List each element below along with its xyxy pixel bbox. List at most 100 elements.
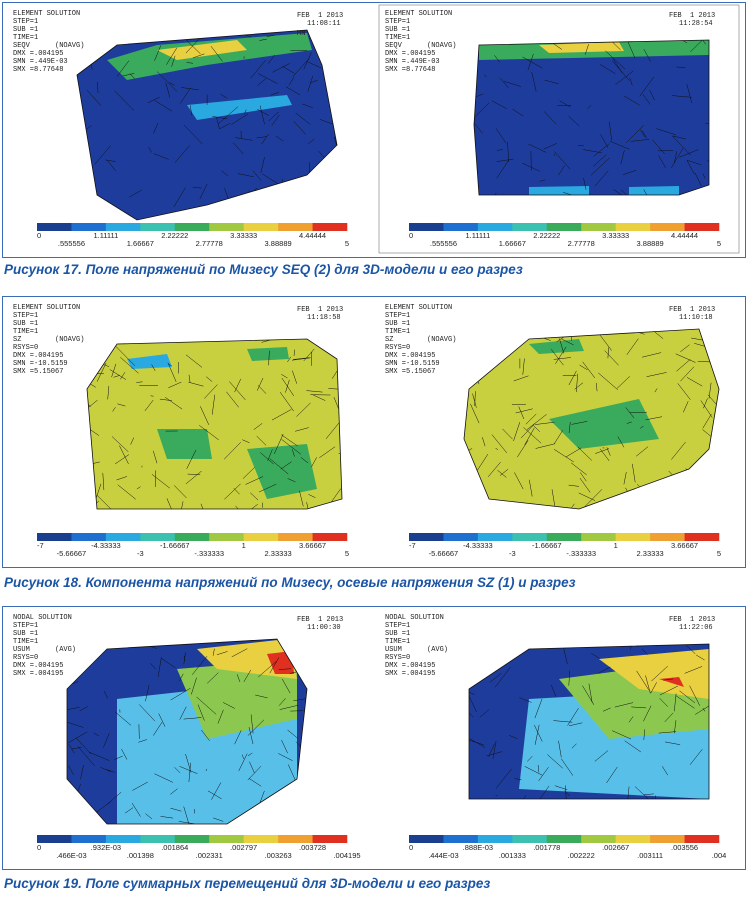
mesh xyxy=(474,40,709,195)
colorbar-cell xyxy=(650,533,685,541)
header-line: SMN =-10.5159 xyxy=(385,360,440,368)
contour-patch xyxy=(177,659,297,739)
header-line: DMX =.004195 xyxy=(385,50,435,58)
colorbar-cell xyxy=(477,835,513,843)
contour-patch xyxy=(659,677,684,687)
colorbar-cell xyxy=(243,533,279,541)
colorbar-label: .555556 xyxy=(430,239,457,248)
colorbar-label: .002797 xyxy=(230,843,257,852)
colorbar-label: 1.66667 xyxy=(499,239,526,248)
colorbar-cell xyxy=(209,835,244,843)
header-line: SEQV (NOAVG) xyxy=(385,42,456,50)
header-line: ELEMENT SOLUTION xyxy=(13,304,80,312)
model-outline xyxy=(468,643,710,800)
colorbar-label: 2.33333 xyxy=(637,549,664,558)
header-line: STEP=1 xyxy=(13,622,38,630)
header-line: TIME=1 xyxy=(385,328,410,336)
colorbar-cell xyxy=(71,533,107,541)
colorbar-label: .888E-03 xyxy=(463,843,493,852)
header-line: RSYS=0 xyxy=(13,654,38,662)
header-line: TIME=1 xyxy=(385,638,410,646)
figure-frame: ELEMENT SOLUTION STEP=1 SUB =1 TIME=1 SZ (NO… xyxy=(2,296,746,568)
colorbar-cell xyxy=(477,223,513,231)
colorbar-label: 5 xyxy=(345,549,349,558)
contour-patch xyxy=(549,399,659,449)
colorbar-label: 0 xyxy=(37,843,41,852)
colorbar-cell xyxy=(71,835,107,843)
header-line: SMX =5.15067 xyxy=(13,368,63,376)
colorbar-cell xyxy=(581,223,616,231)
colorbar-cell xyxy=(684,223,720,231)
header-line: ELEMENT SOLUTION xyxy=(385,304,452,312)
colorbar-cell xyxy=(312,533,348,541)
header-line: DMX =.004195 xyxy=(385,352,435,360)
contour-patch xyxy=(247,347,289,361)
header-line: SMX =5.15067 xyxy=(385,368,435,376)
header-line: STEP=1 xyxy=(385,18,410,26)
colorbar-label: -4.33333 xyxy=(91,541,121,550)
colorbar-label: 5 xyxy=(717,549,721,558)
date: FEB 1 2013 xyxy=(669,306,715,314)
time: 11:28:54 xyxy=(679,20,713,28)
colorbar-cell xyxy=(37,835,72,843)
colorbar-cell xyxy=(278,223,313,231)
header-line: SZ (NOAVG) xyxy=(13,336,84,344)
colorbar-label: -3 xyxy=(509,549,516,558)
colorbar-label: -5.66667 xyxy=(57,549,87,558)
colorbar-cell xyxy=(546,533,582,541)
colorbar-label: .003728 xyxy=(299,843,326,852)
header-line: TIME=1 xyxy=(385,34,410,42)
header-line: ELEMENT SOLUTION xyxy=(385,10,452,18)
header-line: RSYS=0 xyxy=(385,654,410,662)
header-line: USUM (AVG) xyxy=(385,646,448,654)
header-line: NODAL SOLUTION xyxy=(13,614,72,622)
colorbar-cell xyxy=(174,835,210,843)
colorbar-cell xyxy=(409,223,444,231)
header-line: SMX =.004195 xyxy=(385,670,435,678)
header-line: STEP=1 xyxy=(13,312,38,320)
colorbar-label: .001864 xyxy=(161,843,188,852)
contour-patch xyxy=(629,186,679,195)
header-line: ELEMENT SOLUTION xyxy=(13,10,80,18)
colorbar-cell xyxy=(140,223,176,231)
colorbar-label: 1.66667 xyxy=(127,239,154,248)
caption: Рисунок 17. Поле напряжений по Мизесу SE… xyxy=(4,262,523,277)
colorbar-label: 0 xyxy=(37,231,41,240)
colorbar-label: 3.33333 xyxy=(230,231,257,240)
colorbar-cell xyxy=(443,223,479,231)
colorbar-cell xyxy=(615,533,651,541)
colorbar-cell xyxy=(140,835,176,843)
colorbar-cell xyxy=(278,835,313,843)
model-outline xyxy=(473,39,710,196)
colorbar-label: 3.66667 xyxy=(671,541,698,550)
time: 11:18:58 xyxy=(307,314,341,322)
colorbar-cell xyxy=(409,835,444,843)
colorbar-label: 3.33333 xyxy=(602,231,629,240)
colorbar-label: 1.11111 xyxy=(93,231,118,240)
colorbar-cell xyxy=(37,533,72,541)
header-line: SEQV (NOAVG) xyxy=(13,42,84,50)
colorbar-label: -4.33333 xyxy=(463,541,493,550)
mesh xyxy=(469,644,709,799)
header-line: SMX =8.77648 xyxy=(13,66,63,74)
colorbar-label: 5 xyxy=(345,239,349,248)
colorbar-label: .002222 xyxy=(568,851,595,860)
colorbar-cell xyxy=(105,223,141,231)
colorbar-cell xyxy=(209,223,244,231)
colorbar-label: .002331 xyxy=(196,851,223,860)
colorbar-label: 1.11111 xyxy=(465,231,490,240)
contour-patch xyxy=(529,186,589,195)
date: FEB 1 2013 xyxy=(669,616,715,624)
model-body xyxy=(474,40,709,195)
figure-frame: ELEMENT SOLUTION STEP=1 SUB =1 TIME=1 SEQV (… xyxy=(2,2,746,258)
colorbar-label: 3.66667 xyxy=(299,541,326,550)
header-line: SUB =1 xyxy=(13,320,38,328)
model-body xyxy=(77,30,337,220)
colorbar-cell xyxy=(546,835,582,843)
header-line: TIME=1 xyxy=(13,328,38,336)
time: 11:10:18 xyxy=(679,314,713,322)
